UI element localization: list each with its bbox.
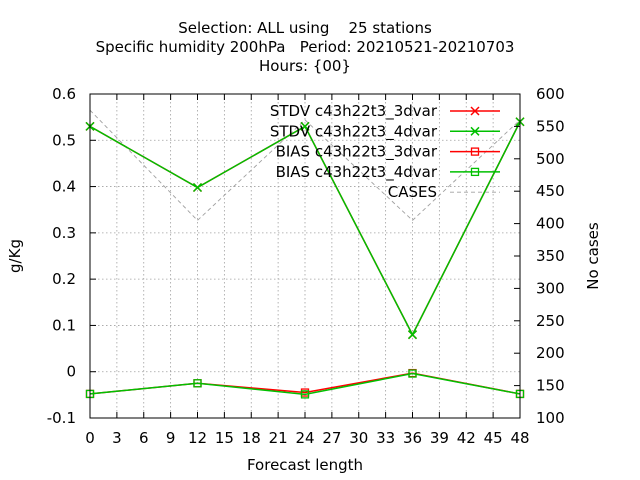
y-tick-label: 0.4 [52, 178, 76, 196]
series-line [89, 372, 521, 396]
x-tick-label: 15 [215, 429, 234, 447]
chart-title-line: Selection: ALL using 25 stations [178, 19, 432, 37]
data-point [300, 121, 310, 131]
legend-entry-label: CASES [388, 183, 437, 201]
y2-tick-label: 450 [536, 182, 565, 200]
x-tick-label: 27 [322, 429, 341, 447]
legend-entry-label: BIAS c43h22t3_4dvar [276, 163, 438, 182]
data-point [470, 126, 480, 136]
data-point [300, 390, 310, 399]
x-tick-label: 33 [376, 429, 395, 447]
x-tick-label: 0 [85, 429, 95, 447]
chart-title-line: Hours: {00} [259, 57, 351, 75]
data-point [192, 182, 203, 193]
x-tick-label: 45 [484, 429, 503, 447]
y2-axis-label: No cases [584, 222, 602, 290]
y2-tick-label: 200 [536, 344, 565, 362]
legend-entry-label: STDV c43h22t3_4dvar [270, 122, 438, 141]
x-tick-label: 24 [295, 429, 314, 447]
y-tick-label: -0.1 [47, 409, 76, 427]
y-tick-label: 0.2 [52, 270, 76, 288]
y-tick-label: 0.1 [52, 316, 76, 334]
y2-tick-label: 500 [536, 150, 565, 168]
y-tick-label: 0 [66, 363, 76, 381]
y-axis-label: g/Kg [6, 239, 24, 273]
data-point [470, 106, 480, 116]
x-axis-label: Forecast length [247, 456, 363, 474]
y2-tick-label: 250 [536, 312, 565, 330]
ticks: 0 3 6 9 12 15 18 21 24 27 30 33 36 39 42 45 48-0.100.10.… [47, 85, 565, 447]
x-tick-label: 3 [112, 429, 122, 447]
data-point [470, 167, 480, 177]
data-point [193, 379, 202, 388]
chart-title-line: Specific humidity 200hPa Period: 2021052… [96, 38, 515, 56]
x-tick-label: 6 [139, 429, 149, 447]
x-tick-label: 36 [403, 429, 422, 447]
x-tick-label: 9 [166, 429, 176, 447]
y-tick-label: 0.5 [52, 131, 76, 149]
x-tick-label: 12 [188, 429, 207, 447]
y-tick-label: 0.3 [52, 224, 76, 242]
series-line [89, 109, 521, 221]
y2-tick-label: 100 [536, 409, 565, 427]
x-tick-label: 18 [242, 429, 261, 447]
y2-tick-label: 150 [536, 377, 565, 395]
data-point [407, 330, 418, 340]
data-point [470, 147, 480, 156]
x-tick-label: 42 [457, 429, 476, 447]
y2-tick-label: 300 [536, 279, 565, 297]
y-tick-label: 0.6 [52, 85, 76, 103]
legend-entry-label: BIAS c43h22t3_3dvar [276, 143, 438, 162]
data-point [408, 369, 417, 378]
legend-entry-label: STDV c43h22t3_3dvar [270, 102, 438, 121]
x-tick-label: 48 [510, 429, 529, 447]
y2-tick-label: 550 [536, 117, 565, 135]
chart-title: Selection: ALL using 25 stationsSpecific… [96, 19, 515, 75]
y2-tick-label: 400 [536, 215, 565, 233]
y2-tick-label: 600 [536, 85, 565, 103]
x-tick-label: 21 [269, 429, 288, 447]
x-tick-label: 39 [430, 429, 449, 447]
x-tick-label: 30 [349, 429, 368, 447]
y2-tick-label: 350 [536, 247, 565, 265]
